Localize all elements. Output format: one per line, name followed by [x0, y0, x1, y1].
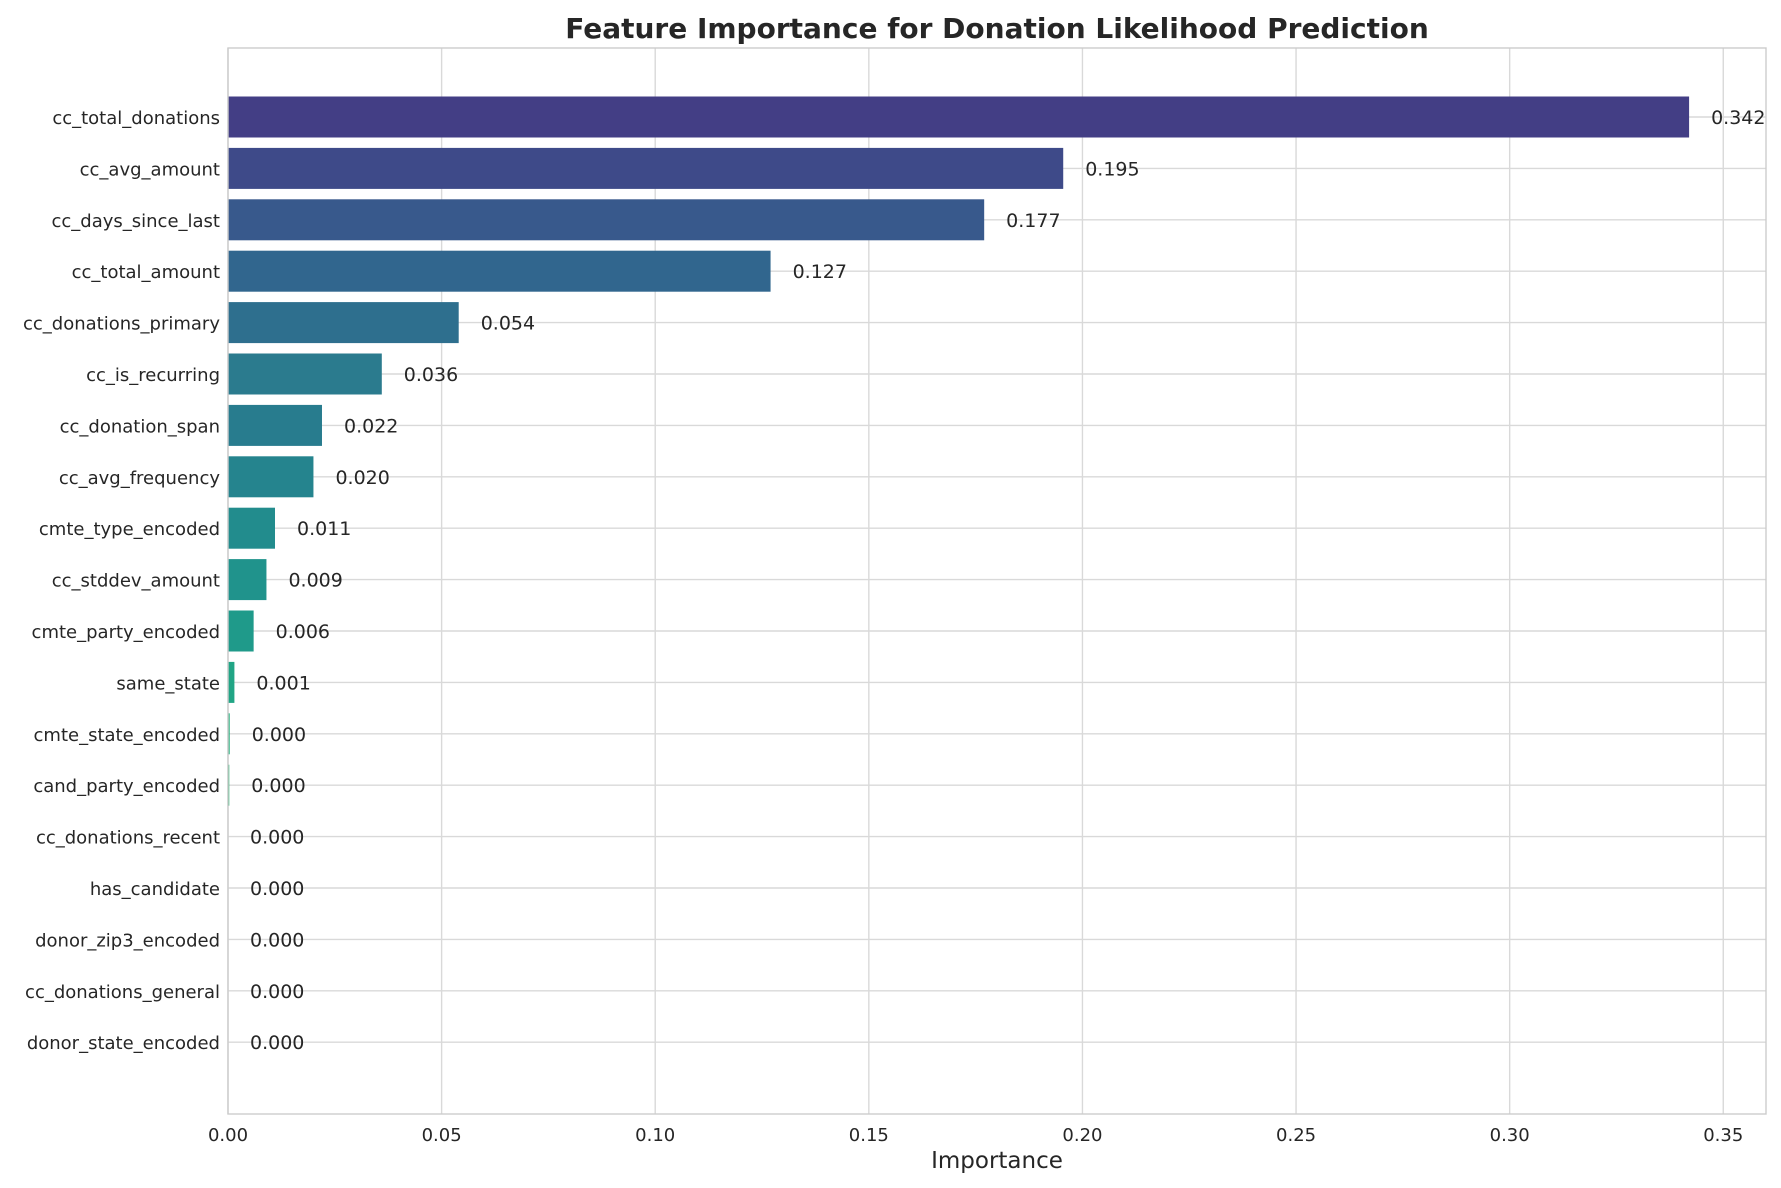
x-tick-label: 0.05: [422, 1125, 462, 1146]
x-tick-label: 0.10: [635, 1125, 675, 1146]
data-label: 0.195: [1085, 158, 1139, 180]
y-tick-label: has_candidate: [90, 879, 220, 900]
data-label: 0.000: [250, 929, 304, 951]
bar: [228, 353, 382, 395]
data-label: 0.342: [1711, 107, 1765, 129]
x-axis-label: Importance: [931, 1148, 1063, 1174]
x-tick-label: 0.00: [208, 1125, 248, 1146]
data-label: 0.000: [252, 724, 306, 746]
bar: [228, 302, 459, 344]
y-tick-label: donor_zip3_encoded: [35, 930, 220, 951]
bar: [228, 713, 230, 755]
data-label: 0.000: [251, 775, 305, 797]
data-label: 0.006: [276, 621, 330, 643]
data-label: 0.011: [297, 518, 351, 540]
bar: [228, 250, 771, 292]
bar: [228, 199, 985, 241]
bar: [228, 456, 314, 498]
y-tick-label: same_state: [116, 673, 220, 694]
data-label: 0.001: [256, 672, 310, 694]
data-label: 0.000: [250, 878, 304, 900]
y-tick-label: cc_total_amount: [72, 262, 220, 283]
y-tick-label: cc_days_since_last: [51, 211, 220, 232]
chart-title: Feature Importance for Donation Likeliho…: [565, 12, 1429, 45]
data-label: 0.009: [288, 570, 342, 592]
y-tick-label: donor_state_encoded: [27, 1033, 220, 1054]
y-tick-label: cmte_party_encoded: [32, 622, 220, 643]
data-label: 0.020: [335, 467, 389, 489]
data-label: 0.022: [344, 415, 398, 437]
y-tick-label: cc_is_recurring: [86, 365, 220, 386]
bar: [228, 147, 1064, 189]
bar: [228, 559, 267, 601]
bar: [228, 661, 235, 703]
y-tick-label: cc_total_donations: [52, 108, 220, 129]
x-tick-label: 0.20: [1062, 1125, 1102, 1146]
y-tick-label: cc_donations_recent: [36, 828, 220, 849]
y-tick-label: cc_donation_span: [60, 416, 220, 437]
y-tick-label: cc_donations_general: [25, 982, 220, 1003]
y-tick-label: cmte_state_encoded: [34, 725, 220, 746]
data-label: 0.177: [1006, 210, 1060, 232]
data-label: 0.036: [404, 364, 458, 386]
x-tick-label: 0.35: [1703, 1125, 1743, 1146]
y-tick-label: cmte_type_encoded: [39, 519, 220, 540]
labels-layer: 0.00 0.05 0.10 0.15 0.20 0.25 0.30 0.35 cc_total…: [23, 107, 1765, 1146]
plot-frame: [227, 47, 1767, 1115]
bar: [228, 610, 254, 652]
y-tick-label: cand_party_encoded: [33, 776, 220, 797]
bar: [228, 96, 1690, 138]
x-tick-label: 0.30: [1490, 1125, 1530, 1146]
y-tick-label: cc_stddev_amount: [52, 571, 220, 592]
bar: [228, 404, 322, 446]
data-label: 0.000: [250, 1032, 304, 1054]
y-tick-label: cc_avg_amount: [80, 159, 220, 180]
bar: [228, 507, 275, 549]
data-label: 0.000: [250, 827, 304, 849]
y-tick-label: cc_donations_primary: [23, 314, 220, 335]
data-label: 0.127: [793, 261, 847, 283]
bars-layer: [228, 96, 1690, 806]
y-tick-label: cc_avg_frequency: [59, 468, 221, 489]
x-tick-label: 0.25: [1276, 1125, 1316, 1146]
data-label: 0.000: [250, 981, 304, 1003]
x-tick-label: 0.15: [849, 1125, 889, 1146]
data-label: 0.054: [481, 313, 535, 335]
